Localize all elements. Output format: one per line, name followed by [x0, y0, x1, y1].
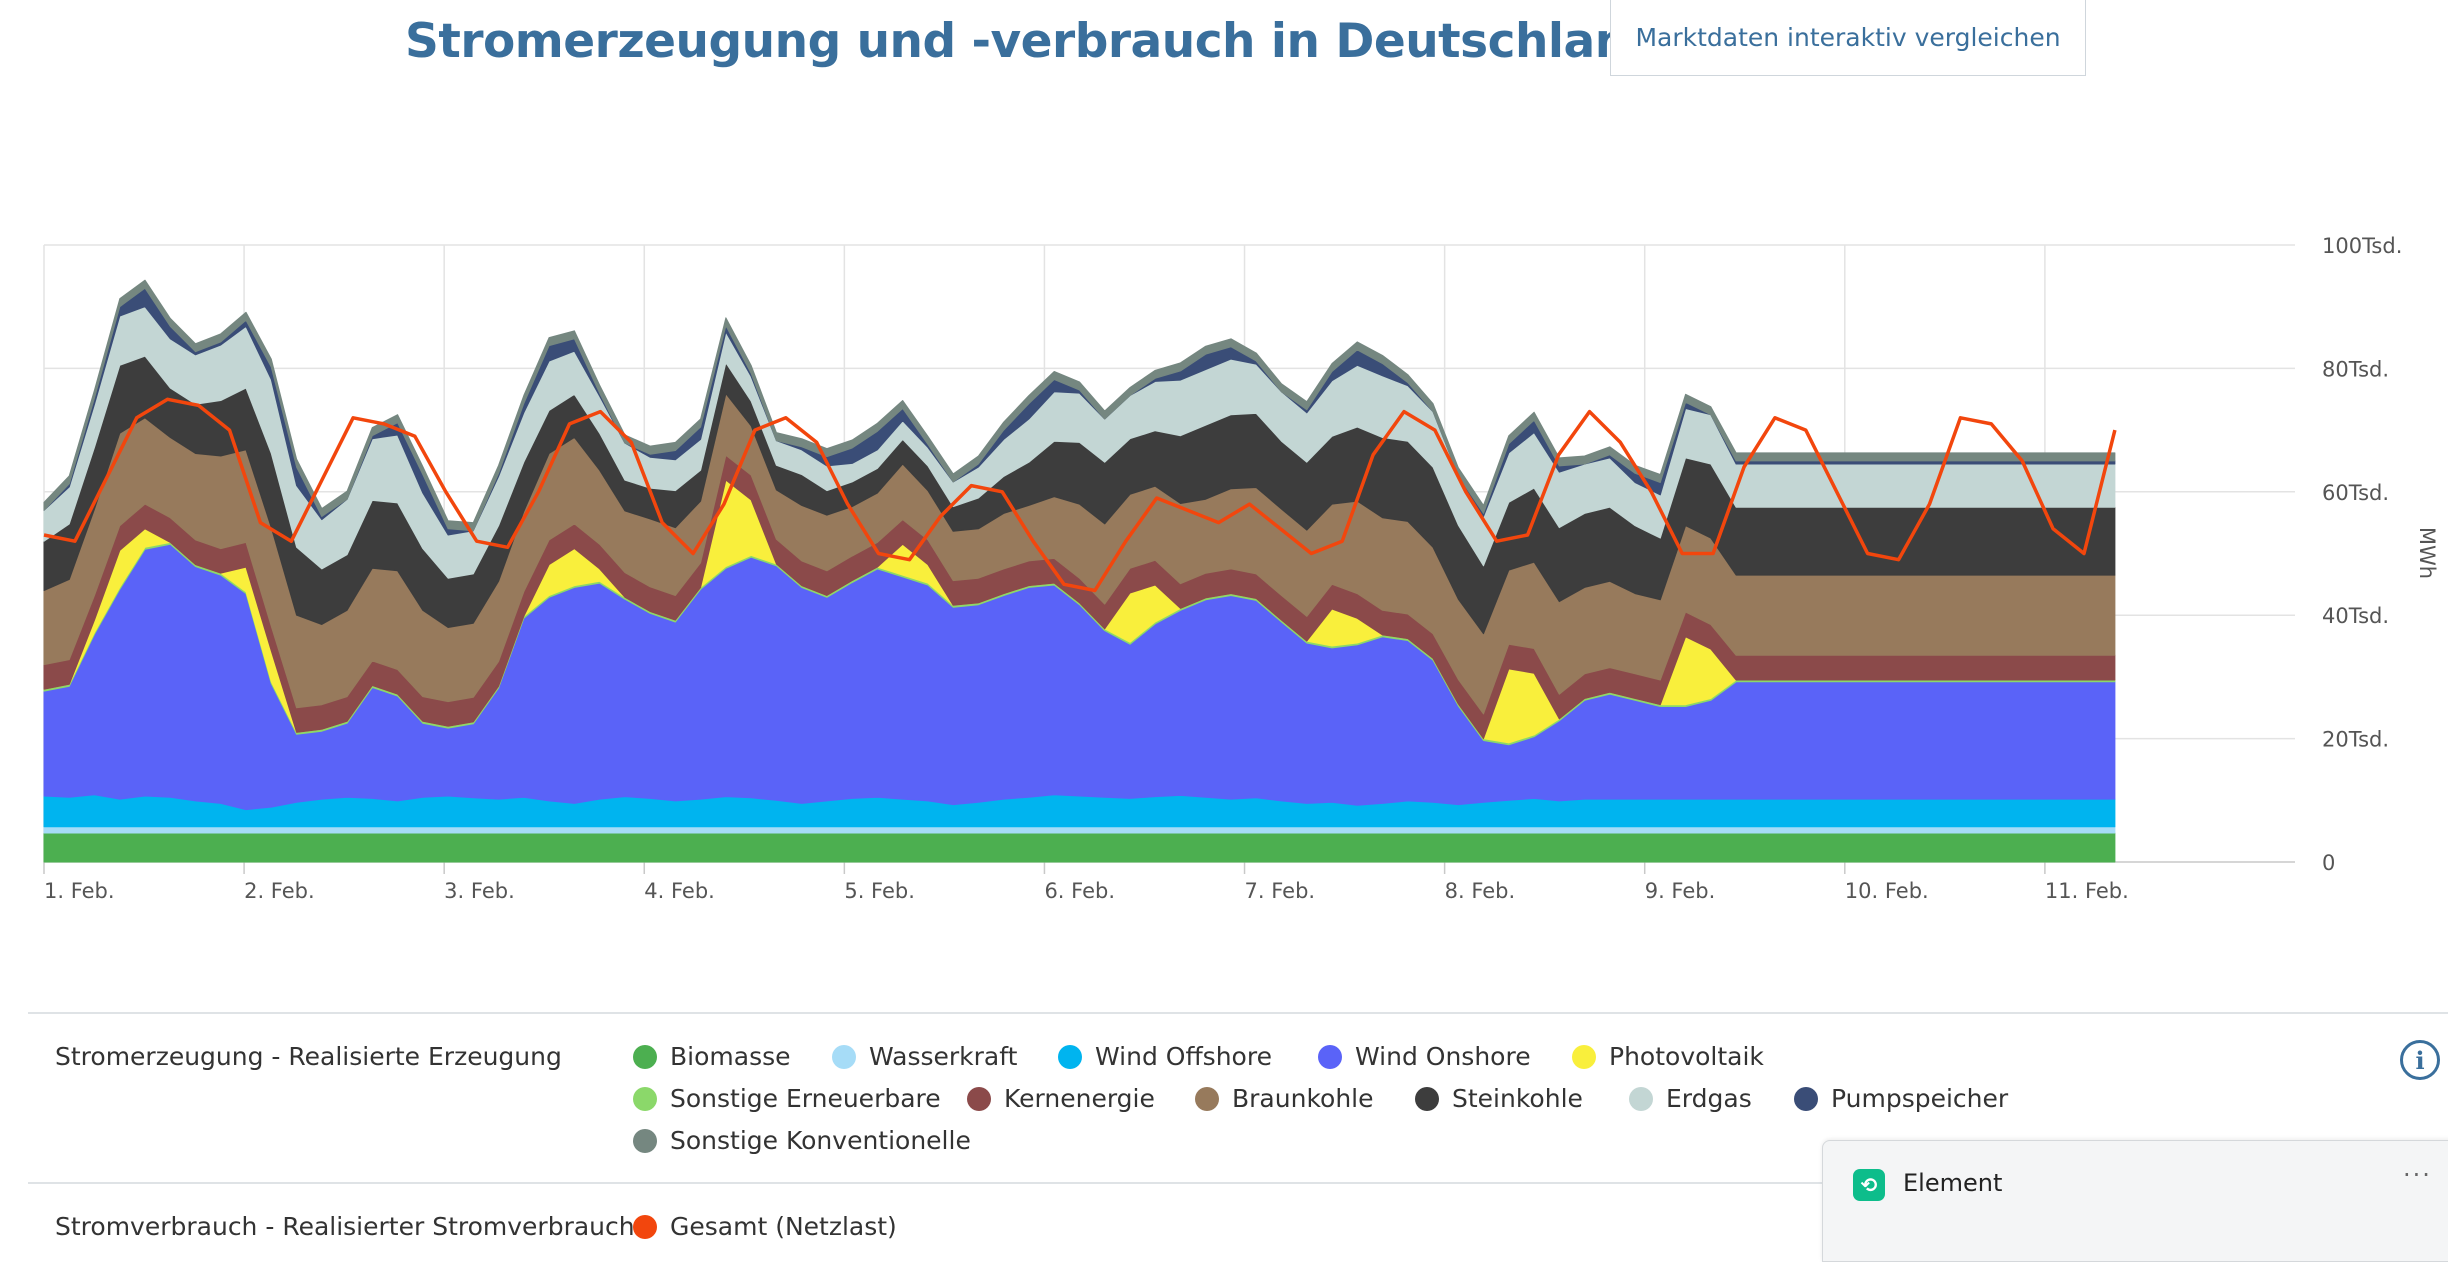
legend-label: Kernenergie — [1004, 1084, 1155, 1113]
legend-dot — [633, 1214, 657, 1239]
legend-separator — [28, 1182, 2448, 1184]
y-tick-label: 100Tsd. — [2322, 234, 2402, 258]
legend-dot — [1629, 1086, 1653, 1111]
y-axis-label: MWh — [2415, 527, 2439, 579]
x-tick-label: 5. Feb. — [844, 879, 915, 903]
legend-dot — [1794, 1086, 1818, 1111]
legend-item-erdgas[interactable]: Erdgas — [1629, 1084, 1752, 1113]
legend-item-sonstige-konventionelle[interactable]: Sonstige Konventionelle — [633, 1126, 971, 1155]
legend-item-gesamt-netzlast[interactable]: Gesamt (Netzlast) — [633, 1212, 897, 1241]
legend-item-steinkohle[interactable]: Steinkohle — [1415, 1084, 1583, 1113]
energy-chart: 0 20Tsd. 40Tsd. 60Tsd. 80Tsd. 100Tsd. 1. Feb. 2… — [43, 234, 2439, 903]
legend-dot — [967, 1086, 991, 1111]
x-tick-label: 1. Feb. — [44, 879, 115, 903]
element-panel-label: Element — [1903, 1169, 2003, 1197]
legend-dot — [1195, 1086, 1219, 1111]
legend-dot — [1415, 1086, 1439, 1111]
legend-separator — [28, 1012, 2448, 1014]
element-chat-panel[interactable]: ⟲ Element ··· — [1822, 1140, 2448, 1262]
y-tick-label: 60Tsd. — [2322, 481, 2389, 505]
y-tick-label: 40Tsd. — [2322, 604, 2389, 628]
compare-market-data-button[interactable]: Marktdaten interaktiv vergleichen — [1610, 0, 2086, 76]
legend-generation-title: Stromerzeugung - Realisierte Erzeugung — [55, 1042, 562, 1071]
legend-label: Wasserkraft — [869, 1042, 1018, 1071]
x-tick-label: 3. Feb. — [444, 879, 515, 903]
legend-dot — [633, 1086, 657, 1111]
legend-consumption-title: Stromverbrauch - Realisierter Stromverbr… — [55, 1212, 635, 1241]
legend-label: Wind Onshore — [1355, 1042, 1531, 1071]
page-title: Stromerzeugung und -verbrauch in Deutsch… — [405, 14, 1661, 69]
legend-item-wind-onshore[interactable]: Wind Onshore — [1318, 1042, 1531, 1071]
legend-label: Gesamt (Netzlast) — [670, 1212, 897, 1241]
y-tick-label: 80Tsd. — [2322, 357, 2389, 381]
legend-label: Wind Offshore — [1095, 1042, 1272, 1071]
legend-item-kernenergie[interactable]: Kernenergie — [967, 1084, 1155, 1113]
info-icon[interactable]: i — [2400, 1040, 2440, 1080]
legend-dot — [1572, 1044, 1596, 1069]
legend-label: Erdgas — [1666, 1084, 1752, 1113]
legend-item-pumpspeicher[interactable]: Pumpspeicher — [1794, 1084, 2008, 1113]
legend-label: Pumpspeicher — [1831, 1084, 2009, 1113]
legend-item-sonstige-erneuerbare[interactable]: Sonstige Erneuerbare — [633, 1084, 941, 1113]
x-tick-label: 9. Feb. — [1645, 879, 1716, 903]
line-gesamt-netzlast- — [43, 397, 2117, 593]
legend-label: Biomasse — [670, 1042, 791, 1071]
y-tick-label: 20Tsd. — [2322, 728, 2389, 752]
x-tick-label: 8. Feb. — [1445, 879, 1516, 903]
legend-label: Sonstige Erneuerbare — [670, 1084, 941, 1113]
x-tick-label: 7. Feb. — [1245, 879, 1316, 903]
area-sonstige-konventionelle — [43, 279, 2116, 532]
y-tick-label: 0 — [2322, 851, 2335, 875]
legend-dot — [633, 1044, 657, 1069]
x-tick-label: 11. Feb. — [2045, 879, 2129, 903]
area-biomasse — [43, 832, 2116, 863]
legend-item-wasserkraft[interactable]: Wasserkraft — [832, 1042, 1017, 1071]
legend-label: Sonstige Konventionelle — [670, 1126, 971, 1155]
legend-dot — [832, 1044, 856, 1069]
legend-item-braunkohle[interactable]: Braunkohle — [1195, 1084, 1374, 1113]
legend-item-biomasse[interactable]: Biomasse — [633, 1042, 791, 1071]
legend-dot — [1058, 1044, 1082, 1069]
legend-label: Braunkohle — [1232, 1084, 1374, 1113]
legend-label: Steinkohle — [1452, 1084, 1583, 1113]
legend-dot — [633, 1128, 657, 1153]
legend-label: Photovoltaik — [1609, 1042, 1764, 1071]
x-tick-label: 10. Feb. — [1845, 879, 1929, 903]
element-logo-icon: ⟲ — [1853, 1169, 1885, 1201]
more-options-icon[interactable]: ··· — [2403, 1161, 2432, 1189]
area-wasserkraft — [43, 826, 2116, 834]
x-tick-label: 6. Feb. — [1044, 879, 1115, 903]
x-tick-label: 4. Feb. — [644, 879, 715, 903]
legend-item-photovoltaik[interactable]: Photovoltaik — [1572, 1042, 1764, 1071]
legend-dot — [1318, 1044, 1342, 1069]
legend-item-wind-offshore[interactable]: Wind Offshore — [1058, 1042, 1272, 1071]
x-tick-label: 2. Feb. — [244, 879, 315, 903]
